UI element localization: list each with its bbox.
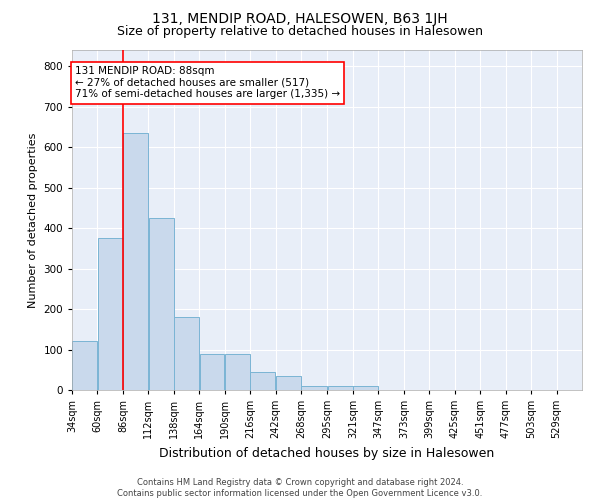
Bar xyxy=(250,372,275,390)
Text: 131 MENDIP ROAD: 88sqm
← 27% of detached houses are smaller (517)
71% of semi-de: 131 MENDIP ROAD: 88sqm ← 27% of detached… xyxy=(75,66,340,100)
Bar xyxy=(98,238,122,390)
Bar xyxy=(276,376,301,390)
Text: 131, MENDIP ROAD, HALESOWEN, B63 1JH: 131, MENDIP ROAD, HALESOWEN, B63 1JH xyxy=(152,12,448,26)
Text: Contains HM Land Registry data © Crown copyright and database right 2024.
Contai: Contains HM Land Registry data © Crown c… xyxy=(118,478,482,498)
X-axis label: Distribution of detached houses by size in Halesowen: Distribution of detached houses by size … xyxy=(160,446,494,460)
Bar xyxy=(123,133,148,390)
Bar xyxy=(353,386,378,390)
Bar xyxy=(199,354,224,390)
Bar xyxy=(149,218,173,390)
Bar xyxy=(225,354,250,390)
Bar xyxy=(174,317,199,390)
Y-axis label: Number of detached properties: Number of detached properties xyxy=(28,132,38,308)
Bar xyxy=(328,386,353,390)
Bar xyxy=(72,342,97,390)
Bar xyxy=(301,386,327,390)
Text: Size of property relative to detached houses in Halesowen: Size of property relative to detached ho… xyxy=(117,25,483,38)
